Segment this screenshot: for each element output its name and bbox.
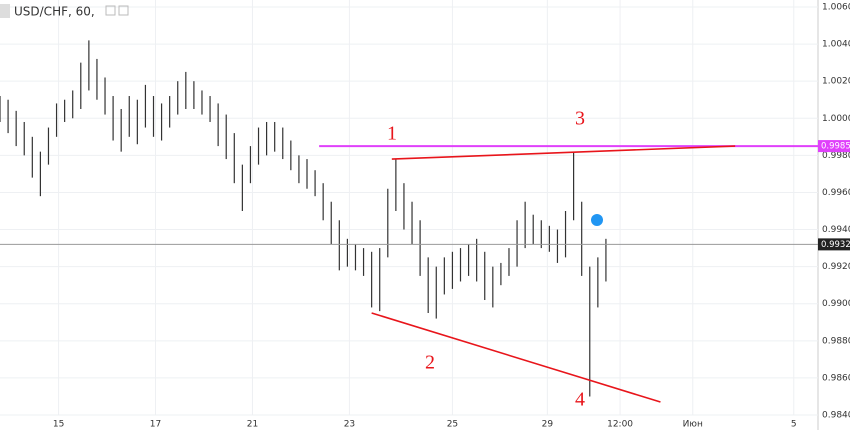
y-tick-label: 1.0020 [822, 77, 850, 87]
pin-marker[interactable] [591, 214, 603, 226]
y-tick-label: 1.0060 [822, 3, 850, 13]
price-label: 0.9985 [821, 142, 850, 152]
price-label: 0.9932 [821, 240, 850, 250]
y-tick-label: 0.9980 [822, 151, 850, 161]
trendline [371, 312, 661, 403]
x-tick-label: 15 [53, 420, 64, 430]
annotation: 3 [575, 108, 585, 130]
y-tick-label: 1.0040 [822, 40, 850, 50]
x-tick-label: 21 [247, 420, 258, 430]
price-label-bg [818, 140, 850, 153]
trendline [391, 145, 736, 160]
header-button[interactable] [118, 5, 129, 16]
chart-title: USD/CHF, 60, [14, 5, 95, 19]
grid [0, 0, 818, 416]
annotation: 4 [575, 389, 585, 411]
overlay [0, 145, 818, 403]
x-tick-label: 5 [791, 420, 797, 430]
price-axis [818, 0, 850, 430]
annotation: 2 [425, 352, 435, 374]
x-tick-label: 17 [150, 420, 161, 430]
bars [0, 40, 607, 397]
price-label-bg [818, 238, 850, 251]
x-tick-label: Июн [683, 420, 703, 430]
x-tick-label: 23 [344, 420, 355, 430]
annotation: 1 [387, 123, 397, 145]
x-tick-label: 12:00 [607, 420, 633, 430]
symbol-icon [0, 4, 10, 18]
x-tick-label: 29 [542, 420, 554, 430]
x-tick-label: 25 [447, 420, 458, 430]
header-button[interactable] [105, 5, 116, 16]
y-tick-label: 1.0000 [822, 114, 850, 124]
